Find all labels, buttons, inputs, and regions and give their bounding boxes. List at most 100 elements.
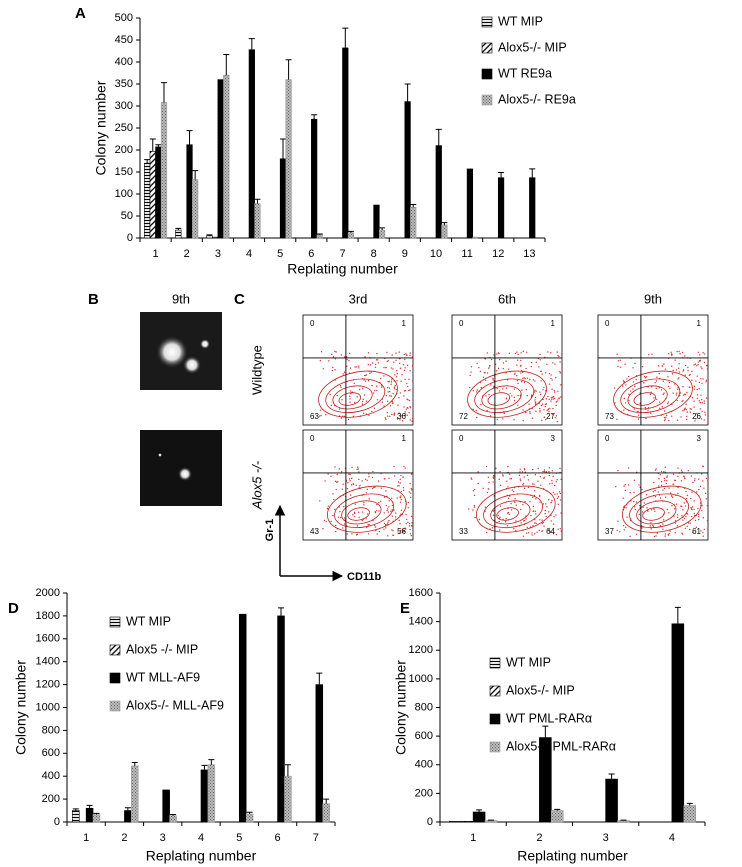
event-dot [677,367,680,369]
panel-letter: D [8,600,19,617]
event-dot [383,496,386,498]
event-dot [524,500,526,503]
event-dot [372,486,375,489]
event-dot [340,354,343,356]
event-dot [397,404,399,406]
legend-label: Alox5 -/- MIP [126,642,198,656]
plot-frame [597,429,709,541]
event-dot [331,369,334,372]
event-dot [547,351,549,353]
event-dot [469,386,471,389]
event-dot [550,396,553,399]
event-dot [552,523,555,525]
event-dot [689,386,691,389]
event-dot [355,366,358,368]
legend-swatch [481,42,493,54]
event-dot [328,360,330,362]
bar [529,177,536,239]
event-dot [383,528,385,530]
contour [622,485,702,533]
event-dot [627,484,630,486]
event-dot [684,527,687,529]
event-dot [396,417,399,419]
event-dot [404,413,407,415]
event-dot [353,382,355,385]
event-dot [686,415,688,418]
event-dot [682,370,684,372]
event-dot [522,377,524,380]
bar [617,820,630,823]
event-dot [400,474,402,477]
event-dot [645,376,648,378]
event-dot [322,368,325,370]
event-dot [361,403,364,405]
event-dot [409,354,411,356]
event-dot [541,530,543,533]
event-dot [705,477,708,480]
event-dot [523,487,526,490]
legend-swatch [109,700,121,712]
event-dot [666,479,668,482]
event-dot [696,388,698,391]
event-dot [652,525,655,528]
event-dot [664,496,667,498]
contour [467,370,547,418]
error-bar [208,759,215,765]
bar [169,815,177,823]
event-dot [386,415,389,417]
event-dot [666,508,669,511]
event-dot [385,394,388,397]
event-dot [555,481,557,483]
event-dot [482,487,484,489]
event-dot [651,385,653,388]
event-dot [402,529,405,532]
event-dot [552,362,554,364]
event-dot [392,534,395,537]
event-dot [634,385,636,388]
event-dot [398,351,400,353]
event-dot [334,350,336,353]
event-dot [342,505,345,508]
event-dot [386,523,389,525]
event-dot [371,410,373,413]
event-dot [655,535,657,537]
event-dot [632,367,634,369]
event-dot [368,414,370,416]
event-dot [691,491,693,493]
event-dot [644,406,647,409]
event-dot [698,387,700,390]
event-dot [657,491,659,493]
event-dot [677,486,679,489]
event-dot [558,397,561,399]
event-dot [543,477,545,479]
event-dot [668,487,670,489]
event-dot [532,496,534,499]
event-dot [499,470,501,473]
event-dot [519,471,521,473]
event-dot [560,384,562,386]
error-bar [155,144,162,147]
event-dot [391,413,393,416]
event-dot [515,520,517,522]
event-dot [529,411,531,413]
event-dot [554,493,556,495]
event-dot [378,501,380,504]
event-dot [546,363,548,366]
event-dot [695,418,697,420]
panel-letter: C [234,291,245,308]
event-dot [551,499,553,502]
event-dot [557,503,559,506]
event-dot [389,395,391,397]
quadrant-percent: 1 [551,319,556,328]
error-bar [144,159,151,164]
event-dot [653,535,656,538]
event-dot [684,477,686,480]
bar [238,613,247,823]
event-dot [682,509,684,511]
event-dot [670,351,672,353]
event-dot [543,386,545,389]
event-dot [534,522,536,524]
contour [338,392,362,406]
legend-swatch [489,741,501,753]
event-dot [651,353,653,355]
